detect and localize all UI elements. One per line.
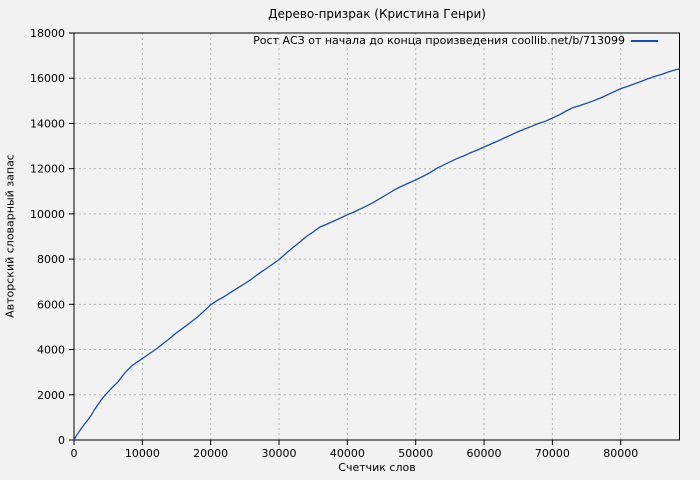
svg-text:10000: 10000 <box>30 208 65 221</box>
axis-tick-labels: 0 10000 20000 30000 40000 50000 60000 70000 8000… <box>30 27 638 460</box>
svg-text:0: 0 <box>71 447 78 460</box>
plot-border <box>73 32 680 441</box>
chart-title: Дерево-призрак (Кристина Генри) <box>268 7 486 21</box>
svg-text:16000: 16000 <box>30 72 65 85</box>
legend-line-sample <box>631 39 658 42</box>
svg-text:2000: 2000 <box>37 389 65 402</box>
svg-text:70000: 70000 <box>535 447 570 460</box>
svg-text:6000: 6000 <box>37 298 65 311</box>
svg-text:30000: 30000 <box>262 447 297 460</box>
axis-ticks <box>69 32 622 445</box>
svg-text:8000: 8000 <box>37 253 65 266</box>
svg-text:20000: 20000 <box>193 447 228 460</box>
legend-label: Рост АСЗ от начала до конца произведения… <box>253 34 625 47</box>
svg-text:0: 0 <box>58 434 65 447</box>
y-axis-title: Авторский словарный запас <box>3 154 17 318</box>
svg-text:40000: 40000 <box>330 447 365 460</box>
series-line <box>73 68 680 441</box>
svg-text:4000: 4000 <box>37 344 65 357</box>
legend: Рост АСЗ от начала до конца произведения… <box>253 34 658 47</box>
svg-text:80000: 80000 <box>603 447 638 460</box>
svg-text:60000: 60000 <box>467 447 502 460</box>
svg-text:50000: 50000 <box>398 447 433 460</box>
svg-text:14000: 14000 <box>30 117 65 130</box>
gridlines <box>74 33 680 440</box>
svg-text:12000: 12000 <box>30 163 65 176</box>
svg-text:18000: 18000 <box>30 27 65 40</box>
svg-text:10000: 10000 <box>125 447 160 460</box>
x-axis-title: Счетчик слов <box>338 461 416 474</box>
